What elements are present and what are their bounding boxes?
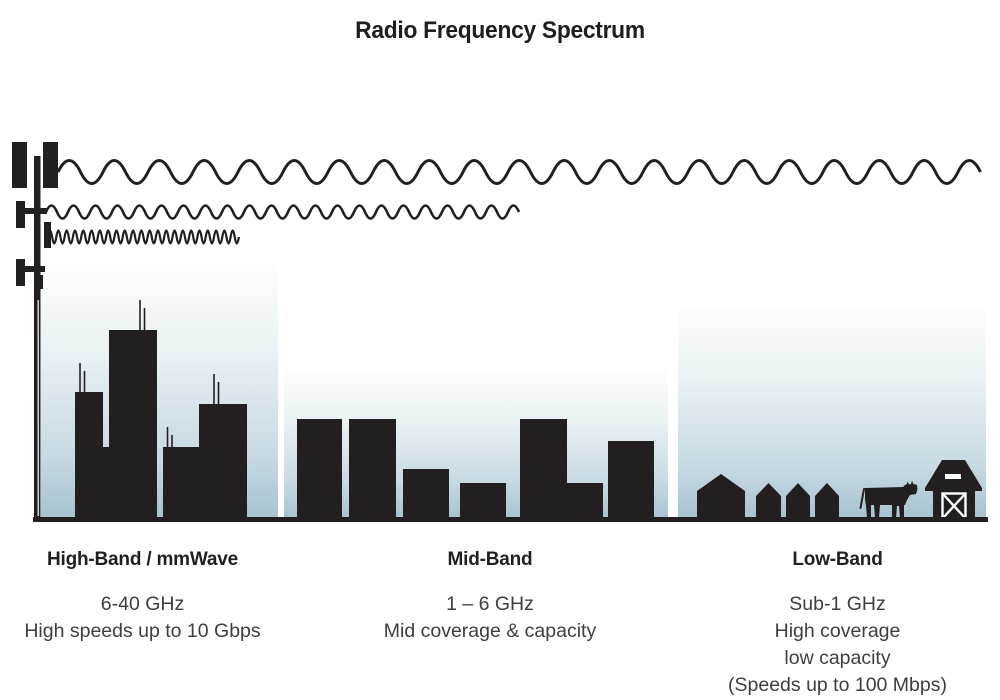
band-description: Mid coverage & capacity [383,620,597,642]
skyscraper [163,447,200,520]
page-title: Radio Frequency Spectrum [355,17,645,45]
city-skyline [75,300,247,520]
cow-tail [859,488,865,509]
band-label-mid: Mid-Band 1 – 6 GHz Mid coverage & capaci… [340,549,640,645]
building [403,469,449,520]
barn-window [945,474,961,479]
ground-line [33,517,988,522]
house-icon [815,483,839,520]
barn-icon [925,460,982,520]
cell-tower-icon [12,142,58,520]
building [608,441,654,520]
antenna-panel [12,142,27,188]
building [349,419,396,520]
skyscraper [75,392,103,520]
long-wavelength-wave [56,159,982,185]
antenna-panel [16,201,25,228]
band-description: low capacity [784,647,891,669]
band-label-high: High-Band / mmWave 6-40 GHz High speeds … [0,549,285,645]
midrise-buildings [297,419,654,520]
antenna-panel [16,259,25,286]
radio-waves [44,159,982,245]
house-icon [756,483,781,520]
skyscraper [199,404,247,520]
building [460,483,506,520]
band-title: Low-Band [792,549,883,570]
band-title: Mid-Band [447,549,533,570]
band-description: High speeds up to 10 Gbps [24,620,261,642]
band-frequency: 6-40 GHz [100,593,185,615]
building [520,419,567,520]
rural-farm [697,460,982,520]
short-wavelength-wave [46,229,240,245]
house-icon [786,483,810,520]
band-description: High coverage [774,620,901,642]
band-label-low: Low-Band Sub-1 GHz High coverage low cap… [690,549,985,699]
cow-icon [859,481,918,518]
skyscraper [109,330,157,520]
building [567,483,603,520]
antenna-panel [43,142,58,188]
band-title: High-Band / mmWave [47,549,238,570]
rooftop-antennas [79,300,220,447]
building [297,419,342,520]
band-frequency: Sub-1 GHz [789,593,886,615]
house-icon [697,474,745,520]
band-description: (Speeds up to 100 Mbps) [728,674,947,696]
medium-wavelength-wave [44,204,521,220]
band-frequency: 1 – 6 GHz [446,593,534,615]
